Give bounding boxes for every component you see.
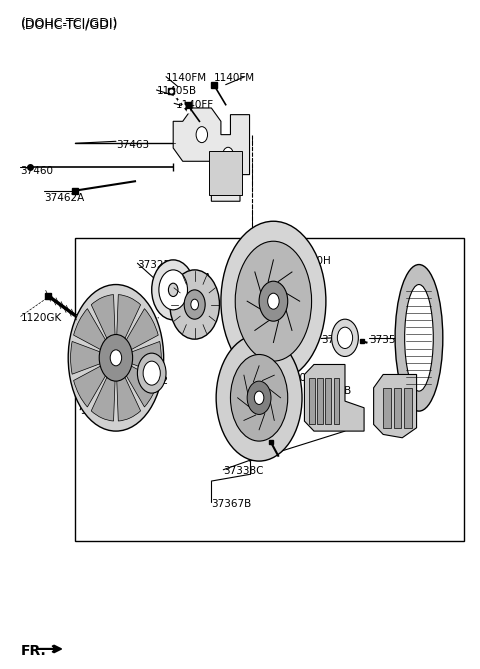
Circle shape — [191, 299, 199, 310]
Bar — [317, 378, 323, 424]
Wedge shape — [91, 358, 116, 421]
Circle shape — [259, 281, 288, 321]
Wedge shape — [91, 294, 116, 358]
Text: 37330H: 37330H — [290, 256, 331, 266]
Circle shape — [254, 391, 264, 405]
Circle shape — [196, 126, 207, 142]
Text: 37367B: 37367B — [312, 386, 352, 396]
Bar — [75, 238, 464, 541]
Text: (DOHC-TCI/GDI): (DOHC-TCI/GDI) — [21, 18, 118, 31]
Ellipse shape — [230, 355, 288, 441]
Bar — [325, 378, 331, 424]
Circle shape — [268, 293, 279, 309]
Text: (DOHC-TCI/GDI): (DOHC-TCI/GDI) — [21, 17, 118, 30]
Wedge shape — [116, 294, 141, 358]
Circle shape — [168, 283, 178, 296]
Ellipse shape — [221, 221, 326, 381]
Text: 1140FF: 1140FF — [176, 100, 214, 110]
Text: 37332: 37332 — [321, 334, 354, 345]
Bar — [209, 151, 242, 195]
Ellipse shape — [216, 334, 302, 461]
Circle shape — [152, 260, 195, 320]
Wedge shape — [116, 308, 158, 358]
Text: 37340: 37340 — [80, 406, 113, 416]
Circle shape — [223, 147, 233, 162]
Text: 37325: 37325 — [137, 260, 170, 270]
Bar — [394, 388, 401, 427]
Circle shape — [332, 319, 359, 357]
Ellipse shape — [395, 264, 443, 411]
Ellipse shape — [235, 242, 312, 361]
Circle shape — [184, 290, 205, 319]
Ellipse shape — [405, 284, 433, 391]
Wedge shape — [116, 358, 141, 421]
Circle shape — [170, 270, 219, 339]
Circle shape — [159, 270, 188, 310]
Wedge shape — [73, 308, 116, 358]
Text: 37390B: 37390B — [378, 396, 419, 406]
Bar — [334, 378, 339, 424]
Text: 37300: 37300 — [252, 226, 285, 236]
Polygon shape — [373, 375, 417, 438]
Bar — [383, 388, 391, 427]
Text: 37350B: 37350B — [369, 334, 409, 345]
Wedge shape — [71, 341, 116, 374]
Polygon shape — [304, 365, 364, 431]
Text: FR.: FR. — [21, 644, 46, 658]
Text: 37342: 37342 — [135, 376, 168, 386]
Text: 37370B: 37370B — [274, 373, 313, 383]
Text: 37460: 37460 — [21, 167, 53, 176]
Text: 1120GK: 1120GK — [21, 313, 62, 323]
Text: 37334: 37334 — [290, 313, 323, 323]
Circle shape — [247, 381, 271, 415]
Circle shape — [110, 350, 121, 366]
Circle shape — [137, 353, 166, 393]
Bar — [404, 388, 412, 427]
Text: 37462A: 37462A — [44, 193, 84, 203]
Text: 37321A: 37321A — [171, 273, 211, 283]
Circle shape — [143, 361, 160, 385]
Text: 1140FM: 1140FM — [214, 73, 255, 83]
Text: 37338C: 37338C — [223, 466, 264, 476]
Text: 37463: 37463 — [116, 140, 149, 150]
Circle shape — [99, 334, 132, 381]
Bar — [309, 378, 315, 424]
Polygon shape — [173, 108, 250, 201]
Circle shape — [337, 327, 353, 349]
Wedge shape — [116, 358, 158, 407]
Text: 11405B: 11405B — [156, 86, 197, 96]
Text: 37367B: 37367B — [211, 499, 252, 509]
Wedge shape — [73, 358, 116, 407]
Ellipse shape — [68, 284, 164, 431]
Text: 1140FM: 1140FM — [166, 73, 207, 83]
Wedge shape — [116, 341, 161, 374]
